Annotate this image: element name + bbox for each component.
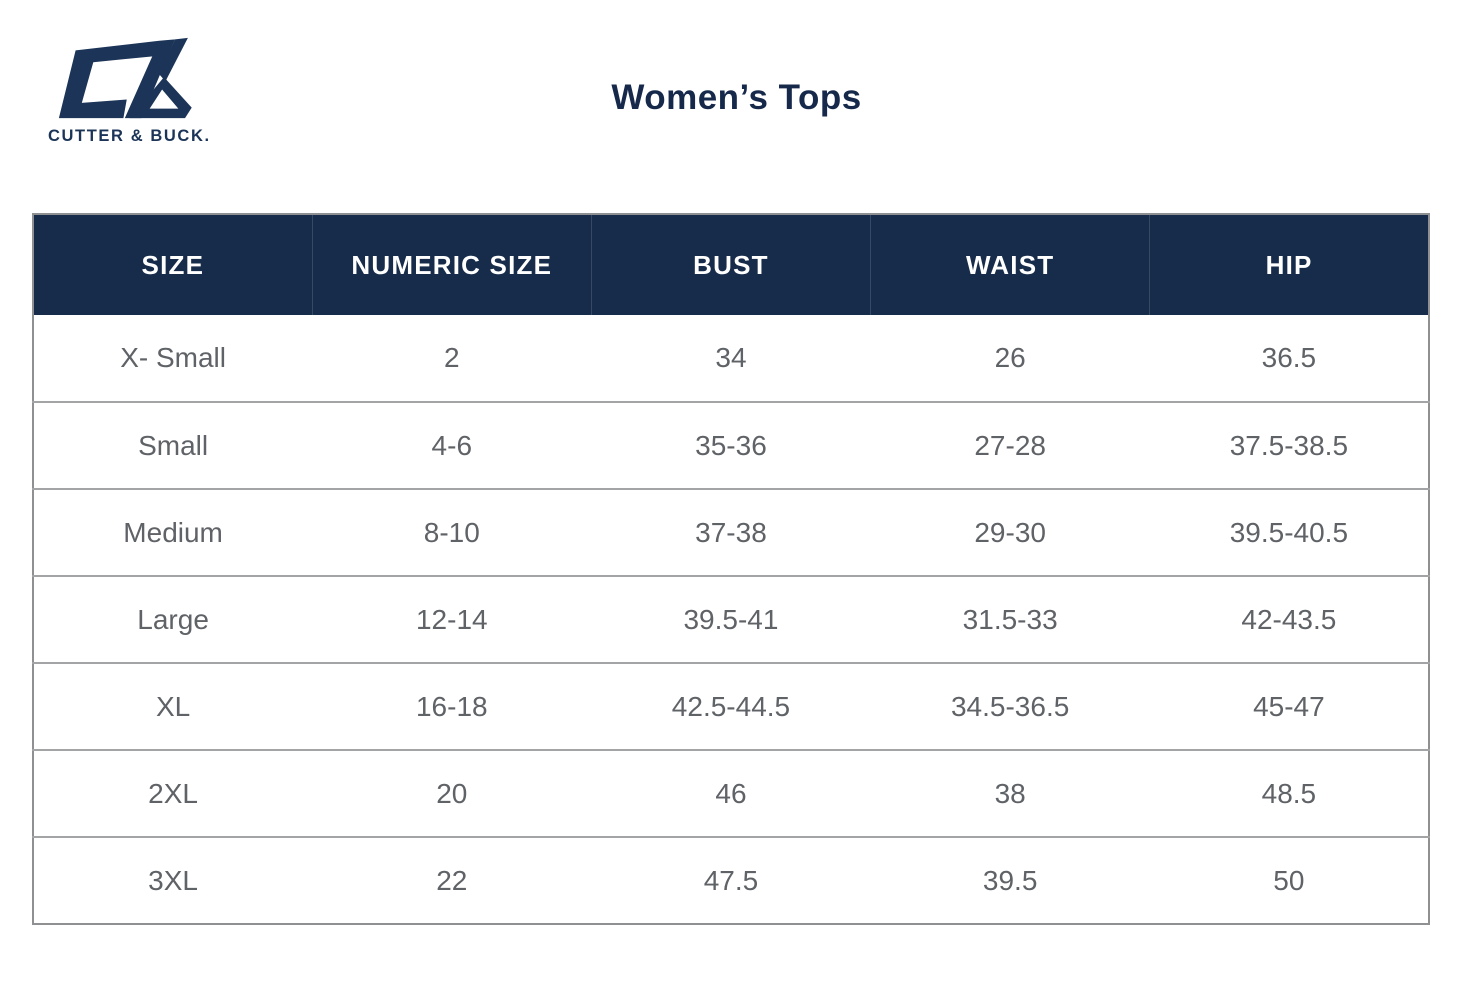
cell-waist: 38 (870, 749, 1150, 837)
cell-bust: 37-38 (591, 488, 871, 576)
cell-hip: 39.5-40.5 (1149, 488, 1429, 576)
cell-bust: 39.5-41 (591, 575, 871, 663)
table-row-2xl: 2XL 20 46 38 48.5 (33, 749, 1429, 837)
cell-numeric-size: 20 (312, 749, 592, 837)
cell-size: XL (33, 662, 313, 750)
cell-waist: 26 (870, 315, 1150, 402)
cell-waist: 27-28 (870, 401, 1150, 489)
cell-waist: 31.5-33 (870, 575, 1150, 663)
column-header-waist: WAIST (870, 214, 1150, 315)
table-row-small: Small 4-6 35-36 27-28 37.5-38.5 (33, 401, 1429, 489)
cell-hip: 45-47 (1149, 662, 1429, 750)
size-chart-table: SIZE NUMERIC SIZE BUST WAIST HIP X- Smal… (32, 213, 1430, 925)
cell-hip: 48.5 (1149, 749, 1429, 837)
cutter-buck-logo: CUTTER & BUCK. (48, 36, 210, 146)
cell-bust: 47.5 (591, 836, 871, 924)
cell-numeric-size: 16-18 (312, 662, 592, 750)
cell-waist: 29-30 (870, 488, 1150, 576)
cell-bust: 34 (591, 315, 871, 402)
cell-hip: 42-43.5 (1149, 575, 1429, 663)
cell-bust: 46 (591, 749, 871, 837)
table-row-large: Large 12-14 39.5-41 31.5-33 42-43.5 (33, 575, 1429, 663)
table-row-xl: XL 16-18 42.5-44.5 34.5-36.5 45-47 (33, 662, 1429, 750)
cell-bust: 42.5-44.5 (591, 662, 871, 750)
column-header-hip: HIP (1149, 214, 1429, 315)
cell-size: Medium (33, 488, 313, 576)
column-header-size: SIZE (33, 214, 313, 315)
cell-numeric-size: 22 (312, 836, 592, 924)
cell-size: Large (33, 575, 313, 663)
column-header-bust: BUST (590, 214, 871, 315)
table-row-3xl: 3XL 22 47.5 39.5 50 (33, 836, 1429, 924)
cell-numeric-size: 8-10 (312, 488, 592, 576)
cell-size: 3XL (33, 836, 313, 924)
cell-size: X- Small (33, 315, 313, 402)
cell-hip: 50 (1149, 836, 1429, 924)
brand-wordmark: CUTTER & BUCK. (48, 127, 211, 145)
header-row: SIZE NUMERIC SIZE BUST WAIST HIP (33, 214, 1429, 315)
table-row-medium: Medium 8-10 37-38 29-30 39.5-40.5 (33, 488, 1429, 576)
cell-waist: 34.5-36.5 (870, 662, 1150, 750)
cell-numeric-size: 12-14 (312, 575, 592, 663)
column-header-numeric-size: NUMERIC SIZE (311, 214, 592, 315)
table-body: X- Small 2 34 26 36.5 Small 4-6 35-36 27… (33, 315, 1429, 924)
cb-monogram-icon (58, 37, 192, 119)
cell-hip: 36.5 (1149, 315, 1429, 402)
cell-numeric-size: 2 (312, 315, 592, 402)
cell-numeric-size: 4-6 (312, 401, 592, 489)
cell-bust: 35-36 (591, 401, 871, 489)
cell-size: 2XL (33, 749, 313, 837)
table-header: SIZE NUMERIC SIZE BUST WAIST HIP (33, 214, 1429, 315)
cell-size: Small (33, 401, 313, 489)
cell-waist: 39.5 (870, 836, 1150, 924)
table-row-xsmall: X- Small 2 34 26 36.5 (33, 315, 1429, 402)
page-title: Women’s Tops (611, 78, 862, 117)
cell-hip: 37.5-38.5 (1149, 401, 1429, 489)
